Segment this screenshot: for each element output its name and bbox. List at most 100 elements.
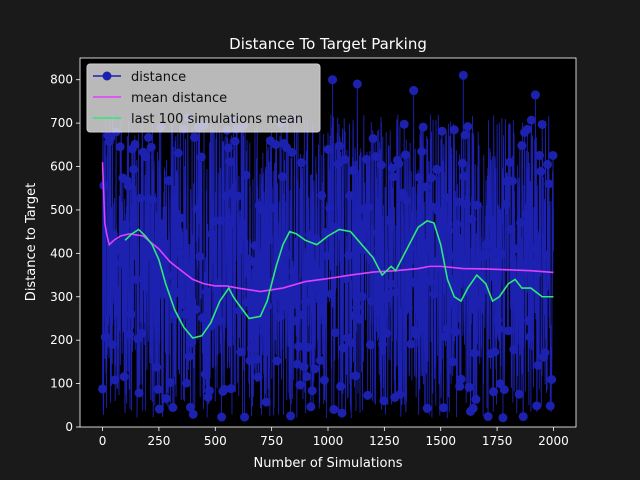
distance-point xyxy=(225,157,235,167)
distance-point xyxy=(173,148,183,158)
distance-point xyxy=(425,276,435,286)
distance-point xyxy=(108,230,118,240)
distance-point xyxy=(498,413,508,423)
distance-point xyxy=(547,374,557,384)
distance-point xyxy=(283,250,293,260)
distance-point xyxy=(286,411,296,421)
distance-point xyxy=(459,171,469,181)
distance-point xyxy=(528,258,538,268)
distance-point xyxy=(192,204,202,214)
distance-point xyxy=(310,364,320,374)
distance-point xyxy=(448,357,458,367)
distance-point xyxy=(352,79,362,89)
distance-point xyxy=(353,217,363,227)
distance-point xyxy=(441,192,451,202)
y-tick-label: 600 xyxy=(50,160,73,174)
distance-point xyxy=(449,125,459,135)
legend-distance-label: distance xyxy=(131,70,186,85)
distance-point xyxy=(379,396,389,406)
distance-point xyxy=(200,369,210,379)
distance-point xyxy=(191,304,201,314)
x-tick-label: 1000 xyxy=(313,434,344,448)
distance-point xyxy=(382,328,392,338)
distance-point xyxy=(217,412,227,422)
x-tick-label: 750 xyxy=(260,434,283,448)
y-tick-label: 0 xyxy=(65,420,73,434)
distance-point xyxy=(357,292,367,302)
distance-point xyxy=(374,244,384,254)
distance-point xyxy=(333,159,343,169)
distance-point xyxy=(413,258,423,268)
distance-point xyxy=(442,323,452,333)
distance-point xyxy=(507,176,517,186)
distance-point xyxy=(430,257,440,267)
distance-point xyxy=(130,139,140,149)
distance-point xyxy=(402,196,412,206)
x-axis-label: Number of Simulations xyxy=(253,456,402,471)
distance-point xyxy=(363,390,373,400)
distance-point xyxy=(525,332,535,342)
mean-distance-line xyxy=(101,162,554,293)
distance-point xyxy=(298,310,308,320)
distance-point xyxy=(334,141,344,151)
distance-point xyxy=(401,150,411,160)
distance-point xyxy=(328,75,338,85)
distance-point xyxy=(336,381,346,391)
distance-point xyxy=(153,384,163,394)
distance-point xyxy=(346,338,356,348)
distance-point xyxy=(384,216,394,226)
distance-point xyxy=(204,386,214,396)
distance-point xyxy=(505,157,515,167)
distance-point xyxy=(292,359,302,369)
distance-point xyxy=(273,290,283,300)
distance-point xyxy=(215,216,225,226)
distance-point xyxy=(511,292,521,302)
distance-point xyxy=(344,250,354,260)
distance-point xyxy=(165,378,175,388)
distance-point xyxy=(432,164,442,174)
distance-point xyxy=(107,340,117,350)
distance-point xyxy=(233,191,243,201)
y-tick-label: 400 xyxy=(50,246,73,260)
distance-point xyxy=(361,154,371,164)
y-tick-label: 500 xyxy=(50,203,73,217)
distance-point xyxy=(277,172,287,182)
distance-point xyxy=(126,309,136,319)
distance-point xyxy=(530,90,540,100)
distance-point xyxy=(248,297,258,307)
distance-point xyxy=(110,375,120,385)
distance-point xyxy=(116,258,126,268)
distance-point xyxy=(479,249,489,259)
distance-point xyxy=(488,387,498,397)
distance-point xyxy=(172,288,182,298)
distance-point xyxy=(364,202,374,212)
distance-point xyxy=(522,124,532,134)
distance-point xyxy=(395,389,405,399)
distance-point xyxy=(548,150,558,160)
distance-point xyxy=(399,119,409,129)
distance-point xyxy=(482,239,492,249)
distance-point xyxy=(131,274,141,284)
distance-point xyxy=(180,310,190,320)
distance-point xyxy=(338,343,348,353)
distance-point xyxy=(543,159,553,169)
distance-point xyxy=(152,362,162,372)
distance-point xyxy=(545,401,555,411)
chart-title: Distance To Target Parking xyxy=(229,35,427,53)
distance-point xyxy=(313,282,323,292)
distance-point xyxy=(426,173,436,183)
distance-point xyxy=(417,147,427,157)
distance-point xyxy=(309,258,319,268)
distance-point xyxy=(533,360,543,370)
distance-point xyxy=(326,289,336,299)
distance-point xyxy=(537,119,547,129)
distance-point xyxy=(188,409,198,419)
legend: distance mean distance last 100 simulati… xyxy=(86,63,321,133)
distance-point xyxy=(383,289,393,299)
distance-point xyxy=(246,343,256,353)
legend-last100-label: last 100 simulations mean xyxy=(131,112,303,127)
distance-point xyxy=(411,330,421,340)
distance-point xyxy=(223,143,233,153)
y-axis-label: Distance to Target xyxy=(24,183,39,301)
